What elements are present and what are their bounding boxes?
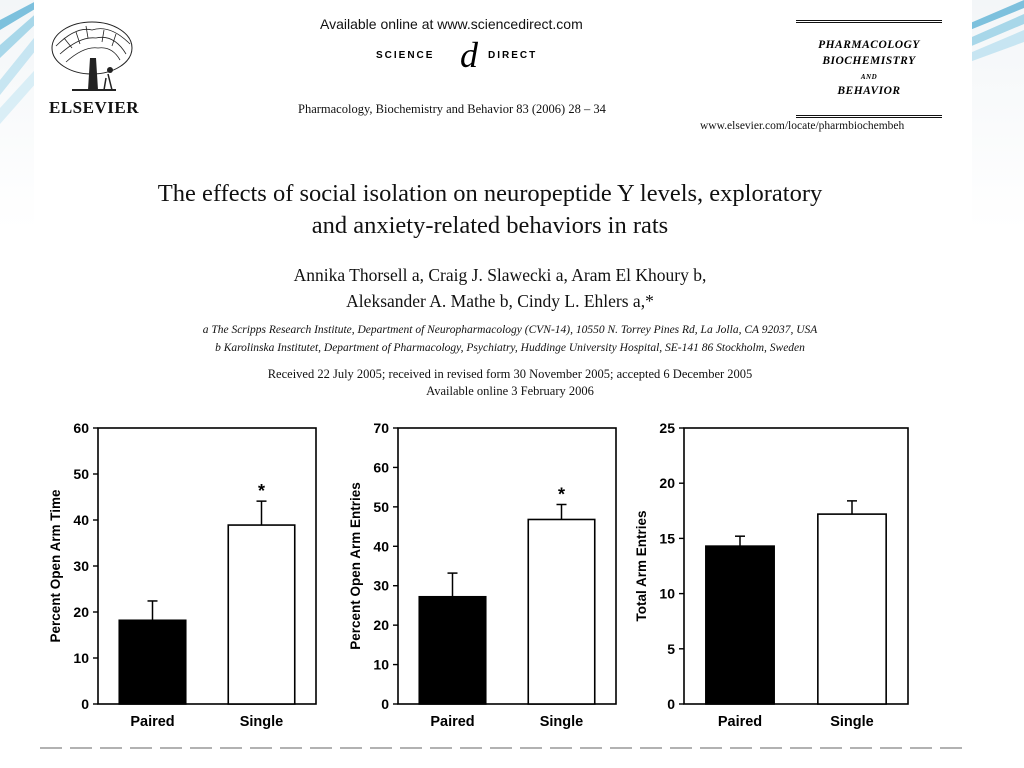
y-tick-label: 10: [73, 650, 89, 666]
sd-symbol: d: [460, 35, 478, 75]
y-tick-label: 0: [381, 696, 389, 712]
y-tick-label: 60: [373, 459, 389, 475]
received-line-1: Received 22 July 2005; received in revis…: [267, 367, 753, 381]
y-axis-label: Percent Open Arm Time: [48, 489, 63, 643]
sd-left-text: SCIENCE: [376, 50, 435, 61]
authors-line-2: Aleksander A. Mathe b, Cindy L. Ehlers a…: [346, 291, 654, 311]
author-list: Annika Thorsell a, Craig J. Slawecki a, …: [160, 262, 840, 314]
plot-frame: [397, 427, 617, 705]
paper-title: The effects of social isolation on neuro…: [60, 178, 920, 242]
y-tick-label: 70: [373, 420, 389, 436]
bar-chart-svg: 0 10 20 30 40 50 60 Percent Open Arm Time Paired…: [48, 420, 317, 730]
significance-marker: *: [558, 484, 565, 504]
journal-name-and: AND: [860, 73, 878, 81]
y-tick-label: 15: [659, 530, 675, 546]
y-tick-label: 10: [659, 586, 675, 602]
category-label: Single: [540, 714, 584, 730]
y-axis-label: Percent Open Arm Entries: [348, 482, 363, 650]
chart-open-arm-entries: 0 10 20 30 40 50 60 70 Percent Open Arm Entries P…: [336, 412, 626, 742]
available-online-text: Available online at www.sciencedirect.co…: [320, 16, 583, 32]
slide-decoration-left: [0, 0, 44, 124]
plot-frame: [683, 427, 909, 705]
significance-marker: *: [258, 481, 265, 501]
category-label: Paired: [130, 714, 174, 730]
y-tick-label: 50: [73, 466, 89, 482]
publisher-name: ELSEVIER: [49, 98, 139, 117]
y-tick-label: 20: [659, 475, 675, 491]
bar-single: [817, 513, 887, 705]
y-tick-label: 0: [81, 696, 89, 712]
paper-page: [34, 0, 972, 750]
y-tick-label: 30: [73, 558, 89, 574]
sd-right-text: DIRECT: [488, 50, 538, 61]
y-tick-label: 20: [373, 617, 389, 633]
title-line-1: The effects of social isolation on neuro…: [157, 180, 823, 207]
chart-open-arm-time: 0 10 20 30 40 50 60 Percent Open Arm Time Paired…: [36, 412, 326, 742]
received-line-2: Available online 3 February 2006: [426, 384, 594, 398]
journal-reference: Pharmacology, Biochemistry and Behavior …: [298, 102, 606, 116]
bar-single: [527, 518, 596, 705]
journal-url: www.elsevier.com/locate/pharmbiochembeh: [700, 120, 905, 132]
chart-total-arm-entries: 0 5 10 15 20 25 Total Arm Entries Paired Single: [624, 412, 924, 742]
y-tick-label: 30: [373, 578, 389, 594]
bar-chart-svg: 0 5 10 15 20 25 Total Arm Entries Paired Single: [634, 420, 909, 730]
y-tick-label: 0: [667, 696, 675, 712]
category-label: Paired: [430, 714, 474, 730]
bar-paired: [418, 595, 487, 705]
category-label: Single: [830, 714, 874, 730]
journal-name-line-2: BIOCHEMISTRY: [822, 55, 916, 67]
authors-line-1: Annika Thorsell a, Craig J. Slawecki a, …: [293, 265, 707, 285]
journal-name-line-1: PHARMACOLOGY: [818, 39, 920, 51]
sciencedirect-logo: SCIENCE d DIRECT: [376, 35, 576, 76]
bar-paired: [705, 545, 775, 705]
title-line-2: and anxiety-related behaviors in rats: [311, 212, 669, 239]
bar-single: [227, 524, 296, 705]
category-label: Single: [240, 714, 284, 730]
y-tick-label: 60: [73, 420, 89, 436]
y-tick-label: 10: [373, 657, 389, 673]
received-dates: Received 22 July 2005; received in revis…: [140, 366, 880, 400]
affiliation-a: a The Scripps Research Institute, Depart…: [202, 324, 818, 336]
cut-off-text-line: [40, 744, 970, 752]
journal-title-block: PHARMACOLOGY BIOCHEMISTRY AND BEHAVIOR: [796, 20, 942, 118]
elsevier-tree-logo: [51, 21, 133, 91]
y-tick-label: 50: [373, 499, 389, 515]
bar-chart-svg: 0 10 20 30 40 50 60 70 Percent Open Arm Entries P…: [348, 420, 617, 730]
bar-paired: [118, 619, 187, 705]
affiliation-b: b Karolinska Institutet, Department of P…: [215, 342, 805, 354]
y-axis-label: Total Arm Entries: [634, 510, 649, 621]
y-tick-label: 20: [73, 604, 89, 620]
y-tick-label: 40: [73, 512, 89, 528]
y-tick-label: 25: [659, 420, 675, 436]
y-tick-label: 5: [667, 641, 675, 657]
y-tick-label: 40: [373, 538, 389, 554]
journal-name-line-3: BEHAVIOR: [837, 85, 901, 97]
category-label: Paired: [718, 714, 762, 730]
